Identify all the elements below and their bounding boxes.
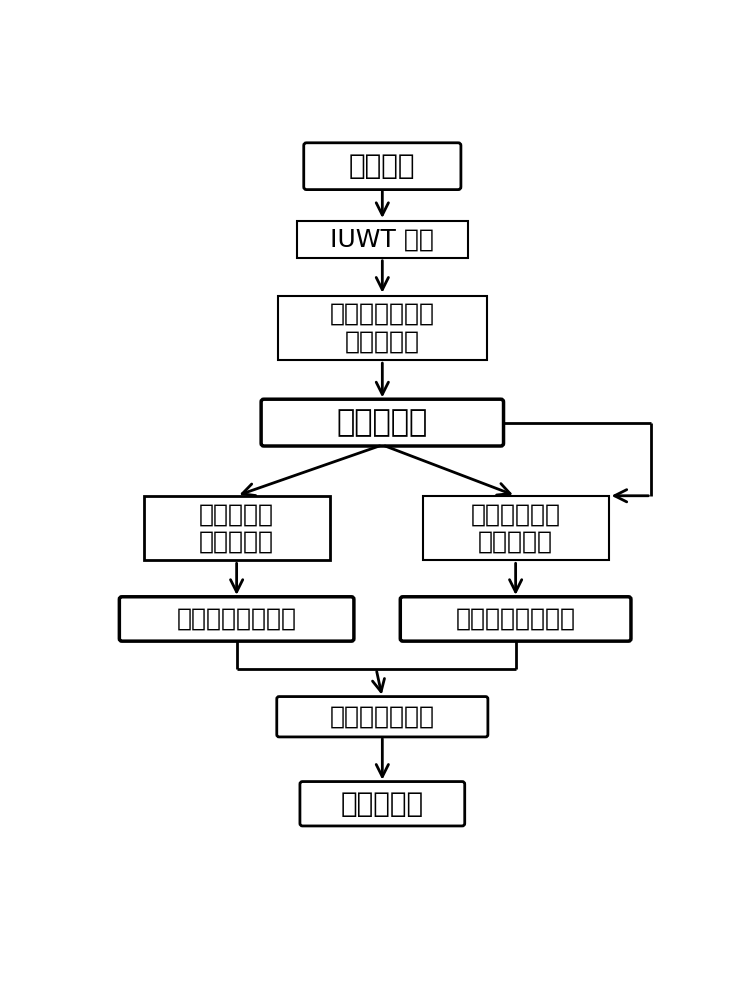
FancyBboxPatch shape	[304, 143, 461, 190]
Bar	[423, 496, 609, 560]
FancyBboxPatch shape	[119, 597, 354, 641]
Text: 最终血管集: 最终血管集	[341, 790, 424, 818]
Bar	[297, 221, 468, 258]
Bar	[144, 496, 330, 560]
Bar	[278, 296, 487, 360]
Text: 原始血管集: 原始血管集	[336, 408, 428, 437]
Text: 寻找血管结构
中环状结构: 寻找血管结构 中环状结构	[471, 502, 561, 554]
Text: 眼底图像: 眼底图像	[349, 152, 416, 180]
FancyBboxPatch shape	[277, 697, 488, 737]
Text: 二值化并提取中
心线和边缘: 二值化并提取中 心线和边缘	[330, 302, 435, 354]
FancyBboxPatch shape	[401, 597, 631, 641]
Text: IUWT 小波: IUWT 小波	[330, 227, 434, 251]
Text: 去除误分割血管: 去除误分割血管	[330, 705, 435, 729]
Text: 根据血管两
侧背景聚类: 根据血管两 侧背景聚类	[199, 502, 274, 554]
Text: 第一类误分割血管: 第一类误分割血管	[177, 607, 297, 631]
FancyBboxPatch shape	[261, 399, 504, 446]
FancyBboxPatch shape	[300, 782, 465, 826]
Text: 第二类误分割血管: 第二类误分割血管	[456, 607, 576, 631]
